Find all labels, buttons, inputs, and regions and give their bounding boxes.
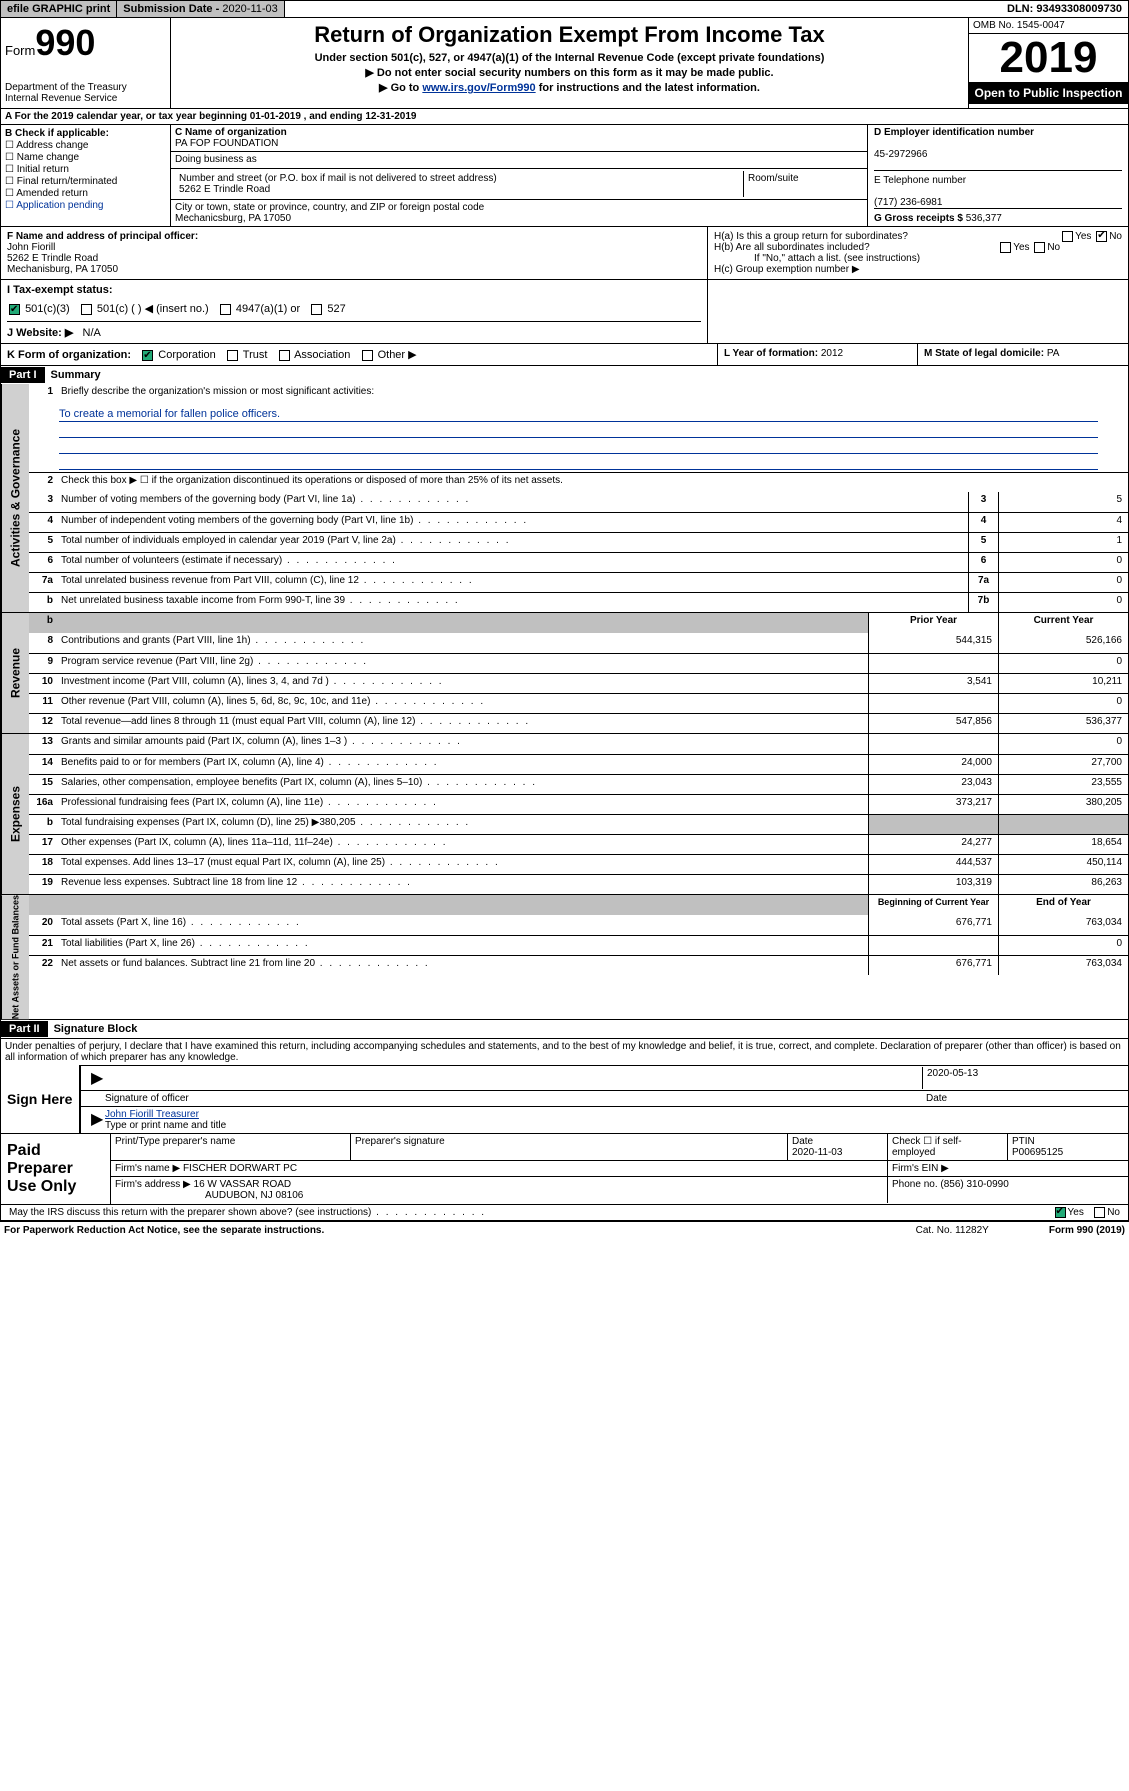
- mission-text: To create a memorial for fallen police o…: [59, 408, 1098, 422]
- line-12: 12Total revenue—add lines 8 through 11 (…: [29, 713, 1128, 733]
- line-19: 19Revenue less expenses. Subtract line 1…: [29, 874, 1128, 894]
- submission-date: Submission Date - 2020-11-03: [117, 1, 284, 17]
- line-15: 15Salaries, other compensation, employee…: [29, 774, 1128, 794]
- paperwork-notice: For Paperwork Reduction Act Notice, see …: [0, 1221, 1129, 1239]
- line-4: 4Number of independent voting members of…: [29, 512, 1128, 532]
- box-b: B Check if applicable: ☐ Address change …: [1, 125, 171, 226]
- line-7a: 7aTotal unrelated business revenue from …: [29, 572, 1128, 592]
- line-16a: 16aProfessional fundraising fees (Part I…: [29, 794, 1128, 814]
- row-a-tax-year: A For the 2019 calendar year, or tax yea…: [0, 109, 1129, 125]
- row-ij: I Tax-exempt status: 501(c)(3) 501(c) ( …: [0, 280, 1129, 344]
- line-13: 13Grants and similar amounts paid (Part …: [29, 734, 1128, 754]
- box-h: H(a) Is this a group return for subordin…: [708, 227, 1128, 279]
- line-3: 3Number of voting members of the governi…: [29, 492, 1128, 512]
- open-to-public: Open to Public Inspection: [969, 82, 1128, 104]
- line-20: 20Total assets (Part X, line 16)676,7717…: [29, 915, 1128, 935]
- line-10: 10Investment income (Part VIII, column (…: [29, 673, 1128, 693]
- form-title: Return of Organization Exempt From Incom…: [179, 22, 960, 48]
- line-17: 17Other expenses (Part IX, column (A), l…: [29, 834, 1128, 854]
- line-9: 9Program service revenue (Part VIII, lin…: [29, 653, 1128, 673]
- line-21: 21Total liabilities (Part X, line 26)0: [29, 935, 1128, 955]
- dept-treasury: Department of the Treasury: [5, 82, 166, 93]
- line-8: 8Contributions and grants (Part VIII, li…: [29, 633, 1128, 653]
- side-net-assets: Net Assets or Fund Balances: [1, 895, 29, 1019]
- part-1: Part ISummary Activities & Governance 1B…: [0, 366, 1129, 1020]
- dln: DLN: 93493308009730: [1001, 1, 1128, 17]
- box-f: F Name and address of principal officer:…: [1, 227, 708, 279]
- discuss-row: May the IRS discuss this return with the…: [0, 1205, 1129, 1221]
- form-subtitle-2: ▶ Do not enter social security numbers o…: [179, 66, 960, 79]
- top-bar: efile GRAPHIC print Submission Date - 20…: [0, 0, 1129, 18]
- box-d: D Employer identification number45-29729…: [868, 125, 1128, 226]
- side-revenue: Revenue: [1, 613, 29, 733]
- side-governance: Activities & Governance: [1, 384, 29, 612]
- line-5: 5Total number of individuals employed in…: [29, 532, 1128, 552]
- paid-preparer-label: Paid Preparer Use Only: [1, 1134, 111, 1204]
- block-fh: F Name and address of principal officer:…: [0, 227, 1129, 280]
- omb-number: OMB No. 1545-0047: [969, 18, 1128, 34]
- line-11: 11Other revenue (Part VIII, column (A), …: [29, 693, 1128, 713]
- line-b: bNet unrelated business taxable income f…: [29, 592, 1128, 612]
- sign-here-label: Sign Here: [1, 1065, 81, 1133]
- block-bcd: B Check if applicable: ☐ Address change …: [0, 125, 1129, 227]
- form-header: Form990 Department of the Treasury Inter…: [0, 18, 1129, 109]
- line-22: 22Net assets or fund balances. Subtract …: [29, 955, 1128, 975]
- efile-label: efile GRAPHIC print: [1, 1, 117, 17]
- form-subtitle-3: ▶ Go to www.irs.gov/Form990 for instruct…: [179, 81, 960, 94]
- line-6: 6Total number of volunteers (estimate if…: [29, 552, 1128, 572]
- row-klm: K Form of organization: Corporation Trus…: [0, 344, 1129, 366]
- form-number: Form990: [5, 22, 166, 64]
- irs-label: Internal Revenue Service: [5, 93, 166, 104]
- part-2: Part IISignature Block: [0, 1020, 1129, 1039]
- irs-link[interactable]: www.irs.gov/Form990: [422, 82, 535, 94]
- tax-year: 2019: [969, 34, 1128, 82]
- line-14: 14Benefits paid to or for members (Part …: [29, 754, 1128, 774]
- form-subtitle-1: Under section 501(c), 527, or 4947(a)(1)…: [179, 52, 960, 64]
- line-18: 18Total expenses. Add lines 13–17 (must …: [29, 854, 1128, 874]
- box-c: C Name of organizationPA FOP FOUNDATION …: [171, 125, 868, 226]
- side-expenses: Expenses: [1, 734, 29, 894]
- signature-section: Under penalties of perjury, I declare th…: [0, 1039, 1129, 1205]
- line-b: bTotal fundraising expenses (Part IX, co…: [29, 814, 1128, 834]
